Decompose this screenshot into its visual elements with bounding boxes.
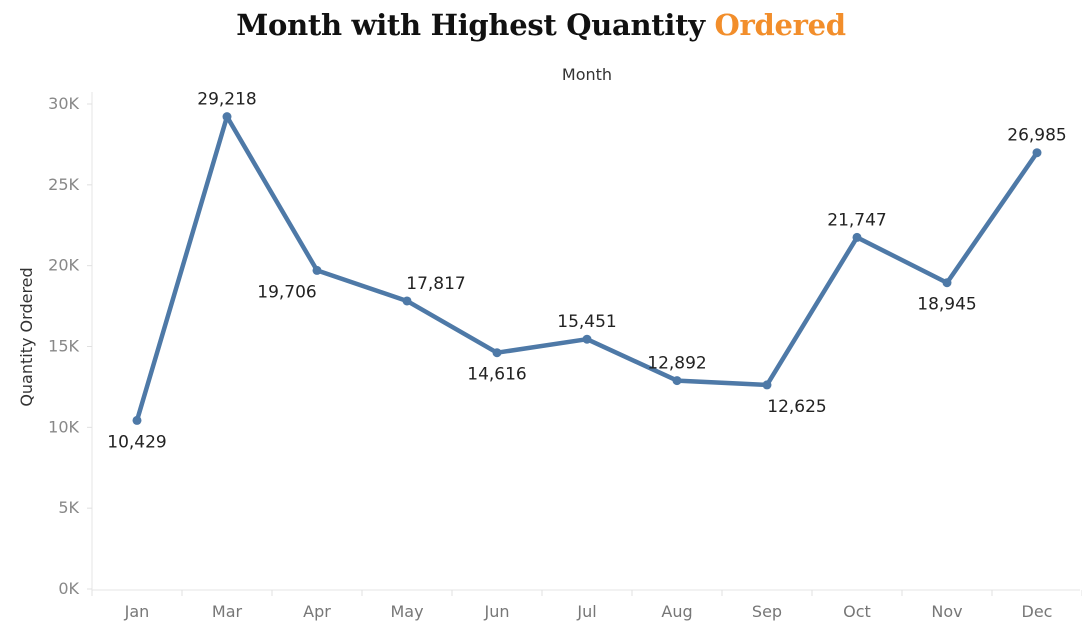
x-tick-label: Oct (843, 602, 871, 621)
chart-title-accent: Ordered (714, 8, 846, 42)
data-label: 18,945 (917, 295, 976, 315)
x-tick-label: Jul (576, 602, 596, 621)
data-labels: 10,429 29,218 19,706 17,817 14,616 15,451 12,8… (107, 90, 1066, 453)
data-label: 14,616 (467, 365, 526, 385)
y-tick-label: 15K (48, 337, 79, 356)
data-points (132, 112, 1042, 425)
y-tick-label: 5K (58, 498, 79, 517)
data-point (402, 296, 412, 306)
x-tick-label: Dec (1022, 602, 1053, 621)
y-tick-label: 30K (48, 94, 79, 113)
y-tick-label: 25K (48, 175, 79, 194)
data-label: 17,817 (406, 274, 465, 294)
data-label: 21,747 (827, 210, 886, 230)
data-label: 12,625 (767, 397, 826, 417)
chart-title: Month with Highest Quantity Ordered (0, 8, 1082, 42)
x-tick-label: Mar (212, 602, 243, 621)
y-axis-title: Quantity Ordered (17, 267, 36, 406)
y-ticks: 0K 5K 10K 15K 20K 25K 30K (48, 94, 92, 598)
x-tick-label: Apr (303, 602, 331, 621)
x-ticks: Jan Mar Apr May Jun Jul Aug Sep Oct Nov Dec (91, 590, 1082, 621)
x-tick-label: Sep (752, 602, 782, 621)
data-point (582, 334, 592, 344)
data-point (672, 376, 682, 386)
data-point (312, 265, 322, 275)
x-tick-label: Nov (931, 602, 962, 621)
data-label: 15,451 (557, 312, 616, 332)
data-point (852, 232, 862, 242)
data-point (222, 112, 232, 122)
x-tick-label: Aug (661, 602, 692, 621)
series-line (134, 114, 1040, 423)
data-point (132, 415, 142, 425)
data-point (492, 348, 502, 358)
x-tick-label: Jan (124, 602, 150, 621)
x-tick-label: May (390, 602, 423, 621)
y-tick-label: 0K (58, 579, 79, 598)
chart-title-main: Month with Highest Quantity (236, 8, 705, 42)
x-axis-title: Month (562, 65, 612, 84)
data-label: 12,892 (647, 354, 706, 374)
data-point (942, 278, 952, 288)
data-point (762, 380, 772, 390)
data-label: 19,706 (257, 282, 316, 302)
data-point (1032, 148, 1042, 158)
data-label: 10,429 (107, 432, 166, 452)
data-label: 29,218 (197, 90, 256, 110)
data-label: 26,985 (1007, 126, 1066, 146)
x-tick-label: Jun (484, 602, 510, 621)
y-tick-label: 10K (48, 417, 79, 436)
y-tick-label: 20K (48, 256, 79, 275)
